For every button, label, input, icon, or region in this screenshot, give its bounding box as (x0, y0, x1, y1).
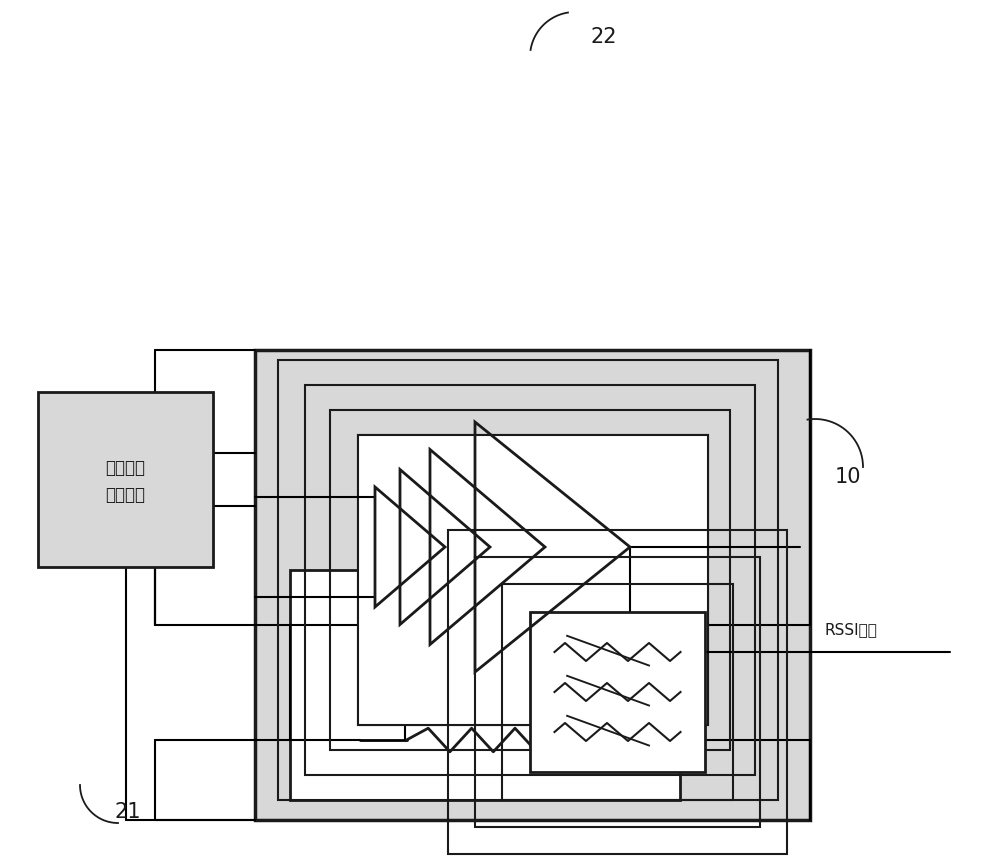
Bar (290, 570, 680, 800)
Bar (448, 530, 787, 854)
Bar (330, 410, 730, 750)
Text: 21: 21 (115, 802, 142, 822)
Text: RSSI输出: RSSI输出 (825, 622, 878, 637)
Bar (305, 385, 755, 775)
Bar (530, 612, 705, 772)
Text: 22: 22 (590, 27, 616, 47)
Bar (475, 557, 760, 827)
Bar (38, 392, 213, 567)
Text: 模拟偏差: 模拟偏差 (106, 458, 146, 476)
Bar (255, 350, 810, 820)
Text: 矫正电路: 矫正电路 (106, 486, 146, 504)
Bar (502, 584, 733, 800)
Bar (358, 435, 708, 725)
Bar (278, 360, 778, 800)
Bar (358, 435, 708, 725)
Text: 10: 10 (835, 467, 862, 487)
